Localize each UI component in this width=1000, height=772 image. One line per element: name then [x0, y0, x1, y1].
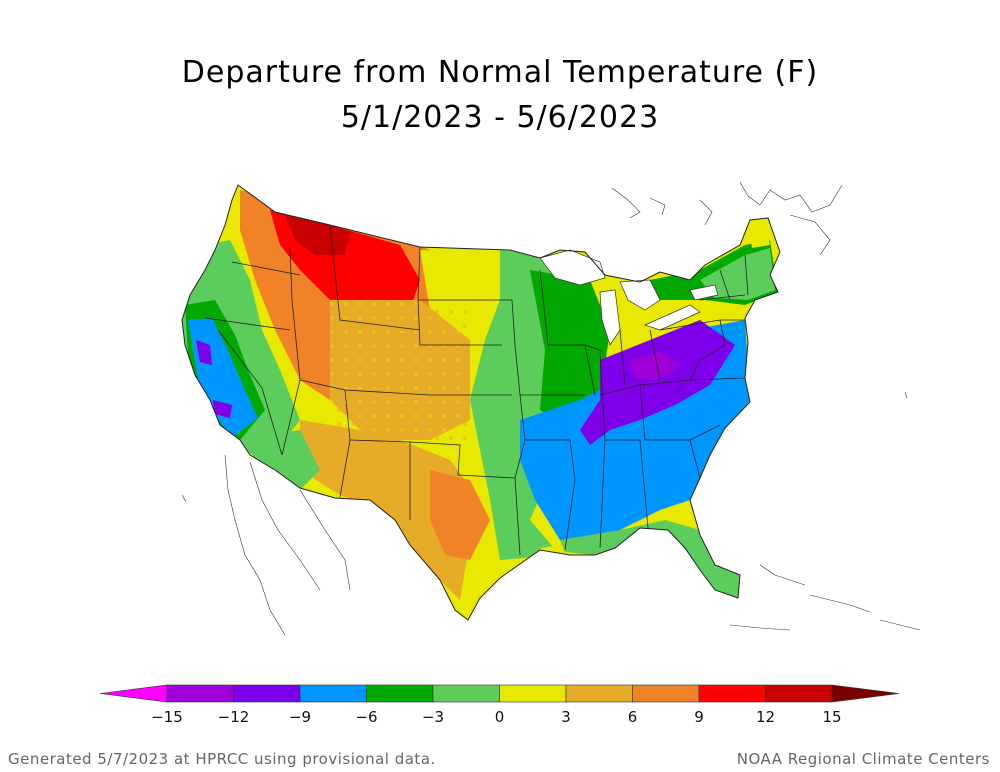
legend-tick-label: −9 — [289, 708, 311, 726]
anomaly-band-12-to-15 — [285, 215, 350, 255]
anomaly-band-minus15-to-minus12 — [630, 352, 680, 380]
anomaly-band-minus12-to-minus9 — [580, 320, 735, 445]
legend-swatch — [765, 684, 833, 703]
legend-swatch — [565, 684, 633, 703]
great-lakes — [539, 249, 719, 346]
legend-swatch — [99, 684, 168, 703]
legend-tick-label: 12 — [756, 708, 775, 726]
legend-swatch — [831, 684, 900, 703]
legend-swatch — [432, 684, 500, 703]
legend-swatch — [499, 684, 567, 703]
legend-tick-label: 6 — [628, 708, 638, 726]
map-date-range: 5/1/2023 - 5/6/2023 — [340, 100, 660, 135]
generated-note: Generated 5/7/2023 at HPRCC using provis… — [8, 750, 436, 768]
anomaly-band-minus6-to-minus3 — [530, 270, 610, 430]
legend-tick-label: 9 — [694, 708, 704, 726]
temperature-field — [182, 185, 780, 620]
legend-tick-label: −6 — [355, 708, 377, 726]
legend-tick-label: 0 — [495, 708, 505, 726]
legend-tick-label: −12 — [218, 708, 250, 726]
map-title: Departure from Normal Temperature (F) — [181, 55, 819, 90]
legend-swatch — [366, 684, 434, 703]
legend-swatch — [698, 684, 766, 703]
legend-swatch — [233, 684, 301, 703]
legend-tick-label: 3 — [561, 708, 571, 726]
legend-swatch — [632, 684, 700, 703]
legend-swatch — [166, 684, 234, 703]
legend-swatch — [299, 684, 367, 703]
legend-tick-label: −15 — [151, 708, 183, 726]
neighboring-coastlines — [181, 181, 921, 636]
legend-tick-label: −3 — [422, 708, 444, 726]
legend-tick-label: 15 — [822, 708, 841, 726]
source-credit: NOAA Regional Climate Centers — [736, 750, 990, 768]
state-boundaries — [181, 184, 781, 621]
